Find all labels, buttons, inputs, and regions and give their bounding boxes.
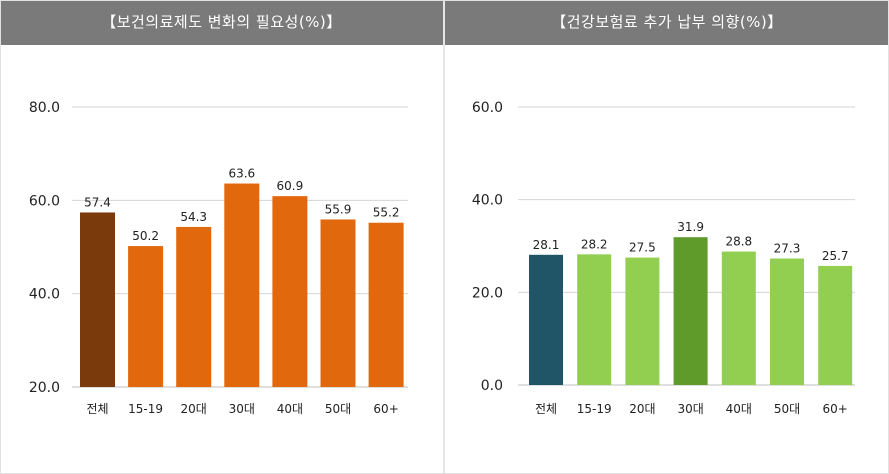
x-tick-label: 60+: [373, 402, 398, 416]
data-label: 28.1: [533, 238, 560, 252]
data-label: 55.9: [325, 202, 352, 216]
data-label: 27.3: [774, 242, 801, 256]
chart-title: 【보건의료제도 변화의 필요성(%)】: [0, 0, 443, 45]
y-tick-label: 20.0: [472, 285, 503, 301]
bar: [224, 183, 260, 387]
bar: [625, 257, 660, 385]
x-tick-label: 전체: [535, 402, 557, 416]
bar: [128, 246, 164, 387]
y-tick-label: 40.0: [472, 193, 503, 209]
x-tick-label: 전체: [86, 402, 108, 416]
y-tick-label: 40.0: [29, 287, 60, 303]
data-label: 25.7: [822, 249, 849, 263]
y-tick-label: 80.0: [29, 100, 60, 116]
bar: [721, 251, 756, 385]
bar-chart-left: 20.0 40.0 60.0 80.0 57.4 전체 50.2 15-19 54.3 20대 63…: [29, 100, 408, 416]
x-tick-label: 40대: [277, 402, 303, 416]
chart-panel-left: 【보건의료제도 변화의 필요성(%)】 20.0 40.0 60.0 80.0 57.4…: [0, 0, 443, 474]
x-tick-label: 40대: [726, 402, 752, 416]
bar: [818, 265, 853, 385]
panel-divider: [443, 0, 445, 474]
y-tick-label: 60.0: [29, 193, 60, 209]
data-label: 50.2: [132, 229, 159, 243]
bar: [272, 196, 308, 387]
x-tick-label: 50대: [774, 402, 800, 416]
data-label: 57.4: [84, 195, 111, 209]
data-label: 54.3: [180, 210, 207, 224]
chart-title: 【건강보험료 추가 납부 의향(%)】: [445, 0, 889, 45]
bar-chart-right: 0.0 20.0 40.0 60.0 28.1 전체 28.2 15-19 27.5 20대 31.…: [472, 100, 855, 416]
bar: [368, 222, 404, 387]
bar: [673, 237, 708, 385]
x-tick-label: 20대: [629, 402, 655, 416]
bar: [770, 258, 804, 385]
x-tick-label: 15-19: [577, 402, 612, 416]
data-label: 28.8: [725, 235, 752, 249]
x-tick-label: 30대: [677, 402, 703, 416]
y-tick-label: 20.0: [29, 380, 60, 396]
bar: [577, 254, 612, 385]
data-label: 31.9: [677, 220, 704, 234]
x-tick-label: 50대: [325, 402, 351, 416]
bar: [80, 212, 115, 387]
chart-panel-right: 【건강보험료 추가 납부 의향(%)】 0.0 20.0 40.0 60.0 28.1 전…: [445, 0, 889, 474]
x-tick-label: 60+: [823, 402, 848, 416]
data-label: 28.2: [581, 237, 608, 251]
data-label: 27.5: [629, 241, 656, 255]
x-tick-label: 30대: [229, 402, 255, 416]
data-label: 60.9: [277, 179, 304, 193]
x-tick-label: 20대: [181, 402, 207, 416]
data-label: 63.6: [228, 167, 255, 181]
bar: [529, 254, 563, 385]
y-tick-label: 0.0: [481, 378, 503, 394]
y-tick-label: 60.0: [472, 100, 503, 116]
data-label: 55.2: [373, 206, 400, 220]
bar: [176, 226, 212, 387]
x-tick-label: 15-19: [128, 402, 163, 416]
bar: [320, 219, 356, 387]
